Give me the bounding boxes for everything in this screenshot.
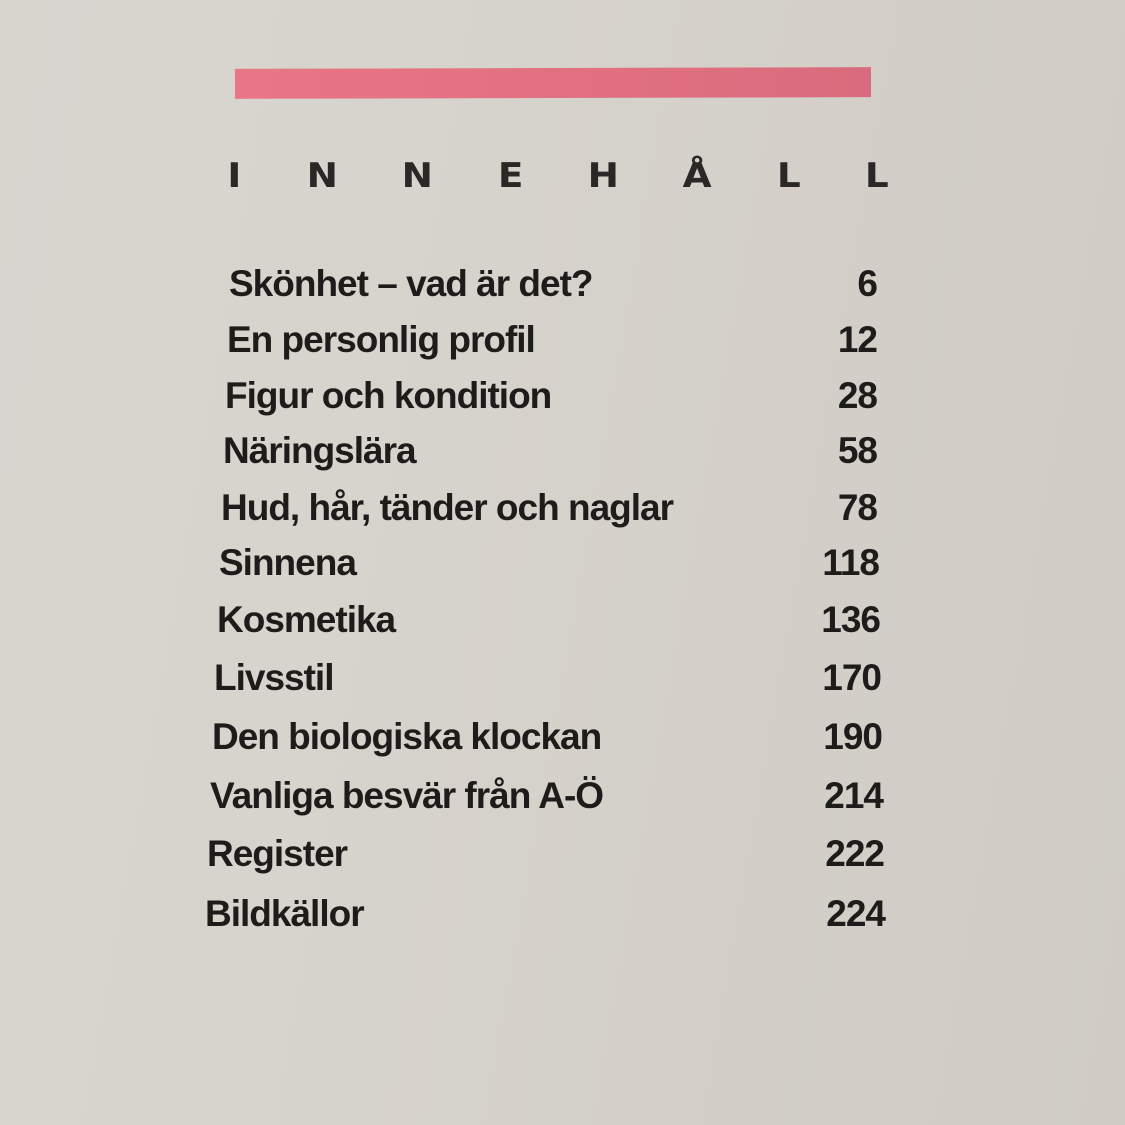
entry-page-number: 28 [837,375,878,416]
entry-title: Vanliga besvär från A-Ö [210,775,604,816]
toc-entry: Register 222 [207,833,885,877]
entry-title: Kosmetika [217,599,396,640]
toc-entry: Skönhet – vad är det? 6 [229,263,878,307]
heading-letter: N [306,156,338,196]
entry-title: Sinnena [219,542,357,583]
heading-letter: H [587,156,619,196]
toc-entry: En personlig profil 12 [227,319,878,363]
entry-page-number: 78 [837,487,878,528]
entry-title: Bildkällor [205,893,365,934]
entry-page-number: 118 [822,542,880,583]
accent-bar [234,67,872,99]
entry-title: Livsstil [214,657,334,698]
toc-entry: Figur och kondition 28 [225,375,878,419]
entry-title: Skönhet – vad är det? [229,263,593,304]
heading-letter: E [497,156,523,196]
toc-entry: Bildkällor 224 [205,893,886,937]
entry-page-number: 136 [821,599,881,640]
heading-letter: L [865,156,890,196]
heading-letter: Å [682,156,712,196]
entry-title: Figur och kondition [225,375,552,416]
entry-title: Register [207,833,348,874]
entry-page-number: 214 [824,775,884,816]
entry-page-number: 6 [857,263,878,304]
entry-title: Den biologiska klockan [212,716,602,757]
toc-entry: Sinnena 118 [219,542,880,586]
entry-page-number: 222 [825,833,885,874]
entry-page-number: 224 [826,893,886,934]
toc-entry: Näringslära 58 [223,430,878,474]
entry-page-number: 170 [822,657,882,698]
heading-letter: L [776,156,801,196]
entry-page-number: 12 [837,319,878,360]
entry-title: Näringslära [223,430,417,471]
entry-title: En personlig profil [227,319,536,360]
heading-letter: N [401,156,434,196]
toc-entry: Vanliga besvär från A-Ö 214 [210,775,884,819]
toc-entry: Livsstil 170 [214,657,882,701]
toc-entry: Hud, hår, tänder och naglar 78 [221,487,878,531]
entry-page-number: 190 [823,716,883,757]
toc-entry: Den biologiska klockan 190 [212,716,883,760]
heading-letter: I [227,156,242,196]
toc-entry: Kosmetika 136 [217,599,881,643]
entry-title: Hud, hår, tänder och naglar [221,487,674,528]
entry-page-number: 58 [837,430,878,471]
